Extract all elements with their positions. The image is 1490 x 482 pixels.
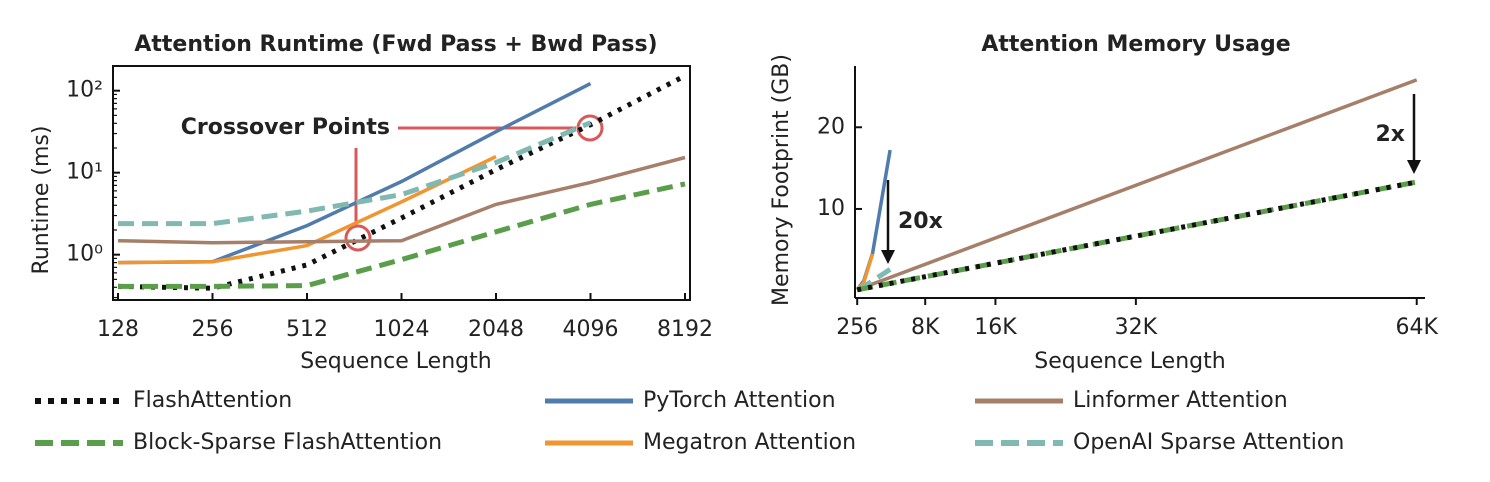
x-tick-label: 2048 [468, 317, 524, 342]
series-line [118, 120, 592, 227]
series-line [117, 155, 686, 245]
legend-label: OpenAI Sparse Attention [1073, 430, 1344, 455]
y-tick-label: 10² [66, 78, 103, 103]
x-tick-label: 16K [974, 315, 1017, 340]
legend-label: PyTorch Attention [643, 388, 836, 413]
legend-label: Megatron Attention [643, 430, 856, 455]
y-tick-label: 20 [817, 114, 845, 139]
x-tick-label: 512 [286, 317, 328, 342]
y-tick-label: 10¹ [66, 160, 103, 185]
chart-title: Attention Memory Usage [981, 32, 1290, 57]
series-line [856, 78, 1418, 292]
memory-annotations: 20x 2x [881, 94, 1421, 264]
y-axis-label: Memory Footprint (GB) [769, 54, 794, 306]
x-tick-label: 8K [911, 315, 940, 340]
series-line [117, 82, 592, 265]
x-tick-label: 4096 [563, 317, 619, 342]
annotation-text: 20x [898, 209, 943, 234]
annotation-text: Crossover Points [181, 115, 390, 140]
crossover-annotation: Crossover Points [181, 114, 604, 252]
y-tick-label: 10⁰ [66, 242, 103, 267]
series-line [855, 149, 892, 291]
annotation-circle [344, 224, 372, 252]
x-tick-label: 8192 [657, 317, 713, 342]
x-tick-label: 32K [1115, 315, 1158, 340]
legend-label: FlashAttention [133, 388, 292, 413]
x-tick-label: 128 [97, 317, 139, 342]
x-tick-label: 1024 [374, 317, 430, 342]
x-axis-label: Sequence Length [1034, 349, 1225, 374]
series-line [118, 181, 686, 289]
y-tick-label: 10 [817, 196, 845, 221]
y-axis-label: Runtime (ms) [29, 126, 54, 275]
legend-label: Block-Sparse FlashAttention [133, 430, 442, 455]
annotation-text: 2x [1376, 122, 1406, 147]
chart-title: Attention Runtime (Fwd Pass + Bwd Pass) [134, 32, 657, 57]
x-tick-label: 64K [1396, 315, 1439, 340]
x-tick-label: 256 [192, 317, 234, 342]
x-tick-label: 256 [836, 315, 878, 340]
legend-label: Linformer Attention [1073, 388, 1288, 413]
arrow-head [881, 250, 895, 264]
x-axis-label: Sequence Length [300, 349, 491, 374]
series-line [117, 155, 497, 265]
series-line [856, 179, 1418, 293]
arrow-head [1407, 160, 1421, 174]
